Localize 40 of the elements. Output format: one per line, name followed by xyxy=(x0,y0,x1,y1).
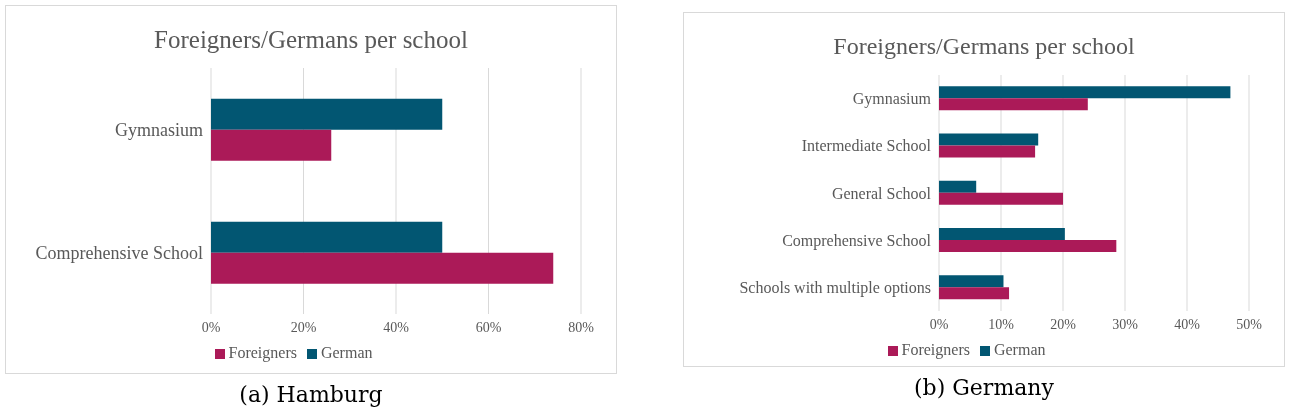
x-tick-label: 60% xyxy=(475,319,502,335)
x-tick-label: 20% xyxy=(1050,316,1077,332)
x-tick-label: 40% xyxy=(1174,316,1201,332)
bar xyxy=(211,129,332,161)
y-tick-label: General School xyxy=(831,184,932,202)
x-tick-label: 20% xyxy=(290,319,317,335)
chart-title: Foreigners/Germans per school xyxy=(153,26,469,55)
bar xyxy=(939,239,1117,252)
x-tick-label: 40% xyxy=(383,319,410,335)
legend-label: German xyxy=(993,341,1046,358)
x-tick-label: 0% xyxy=(929,316,949,332)
y-tick-label: Intermediate School xyxy=(801,137,932,155)
bar xyxy=(939,133,1039,146)
bar xyxy=(939,180,977,193)
bar xyxy=(939,98,1088,111)
y-tick-label: Comprehensive School xyxy=(35,242,203,263)
text: (b) Germany xyxy=(913,375,1055,400)
bar xyxy=(939,145,1036,158)
x-tick-label: 50% xyxy=(1236,316,1263,332)
y-tick-label: Schools with multiple options xyxy=(739,279,931,298)
y-tick-label: Comprehensive School xyxy=(782,231,932,250)
bar xyxy=(939,86,1231,99)
legend-label: Foreigners xyxy=(901,341,970,358)
legend-label: German xyxy=(320,344,373,361)
bar xyxy=(211,98,443,130)
x-tick-label: 30% xyxy=(1112,316,1139,332)
bar xyxy=(939,227,1065,240)
chart-title: Foreigners/Germans per school xyxy=(832,33,1136,61)
bar xyxy=(939,287,1010,300)
legend-label: Foreigners xyxy=(228,344,297,361)
bar xyxy=(211,221,443,253)
bar xyxy=(939,275,1004,288)
y-tick-label: Gymnasium xyxy=(115,119,203,140)
x-tick-label: 0% xyxy=(201,319,221,335)
bar xyxy=(211,252,554,284)
text: (a) Hamburg xyxy=(238,382,384,407)
x-tick-label: 80% xyxy=(568,319,595,335)
bar xyxy=(939,192,1063,205)
y-tick-label: Gymnasium xyxy=(852,90,932,109)
x-tick-label: 10% xyxy=(988,316,1015,332)
